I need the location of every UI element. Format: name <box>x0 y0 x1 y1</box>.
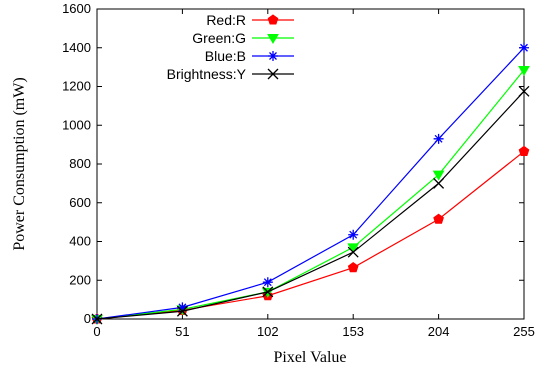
x-tick-label: 0 <box>93 324 100 339</box>
data-point <box>432 170 445 181</box>
data-point <box>267 14 279 25</box>
data-point <box>267 68 279 80</box>
data-point <box>348 229 359 240</box>
data-point <box>519 42 529 53</box>
series-green <box>91 66 530 325</box>
legend-label: Brightness:Y <box>167 66 247 82</box>
series-layer <box>91 42 530 325</box>
y-axis-ticks: 0 200 400 600 800 1000 1200 1400 1600 <box>62 1 524 326</box>
legend-label: Blue:B <box>205 48 246 64</box>
data-point <box>518 145 530 156</box>
y-tick-label: 1000 <box>62 117 91 132</box>
x-axis-ticks: 0 51 102 153 204 255 <box>93 9 535 339</box>
data-point <box>262 277 273 288</box>
data-point <box>347 243 360 254</box>
x-tick-label: 51 <box>175 324 189 339</box>
series-line <box>96 90 525 320</box>
x-axis-title: Pixel Value <box>273 349 346 366</box>
series-blue <box>92 42 529 324</box>
x-tick-label: 255 <box>513 324 535 339</box>
legend-label: Red:R <box>206 12 246 28</box>
y-tick-label: 1600 <box>62 1 91 16</box>
y-tick-label: 1200 <box>62 79 91 94</box>
series-red <box>91 145 530 324</box>
data-point <box>347 246 359 258</box>
data-point <box>177 302 188 313</box>
x-tick-label: 153 <box>342 324 364 339</box>
data-point <box>433 133 444 144</box>
y-tick-label: 600 <box>69 195 91 210</box>
data-point <box>267 34 279 44</box>
data-point <box>176 305 188 317</box>
x-tick-label: 204 <box>428 324 450 339</box>
data-point <box>91 313 103 325</box>
series-brightness <box>91 85 530 325</box>
y-axis-title: Power Consumption (mW) <box>11 77 28 250</box>
y-tick-label: 200 <box>69 272 91 287</box>
series-line <box>96 150 525 320</box>
y-tick-label: 800 <box>69 156 91 171</box>
data-point <box>268 51 278 61</box>
y-tick-label: 1400 <box>62 40 91 55</box>
legend-label: Green:G <box>192 30 246 46</box>
data-point <box>518 66 530 77</box>
data-point <box>433 213 444 224</box>
legend: Red:R Green:G Blue:B Brightness:Y <box>167 12 294 82</box>
data-point <box>262 286 274 298</box>
y-tick-label: 400 <box>69 234 91 249</box>
data-point <box>347 262 359 273</box>
x-tick-label: 102 <box>257 324 279 339</box>
series-line <box>96 47 525 320</box>
series-line <box>96 69 525 320</box>
data-point <box>433 177 445 189</box>
data-point <box>518 85 530 97</box>
y-tick-label: 0 <box>84 311 91 326</box>
